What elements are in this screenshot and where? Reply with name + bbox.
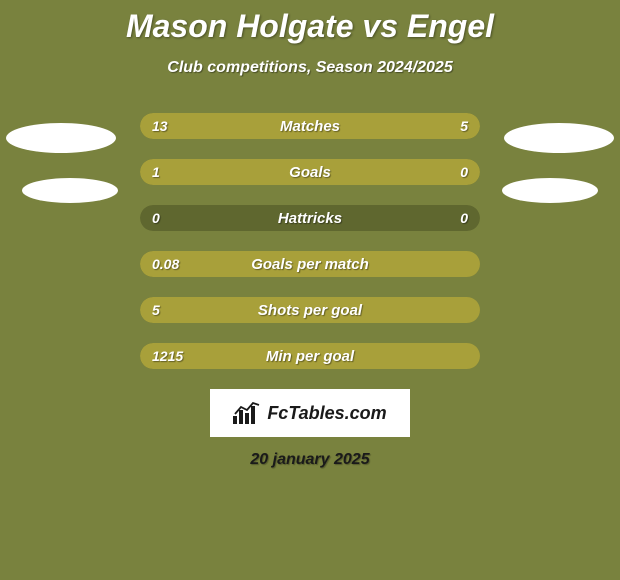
bar-right-fill (402, 159, 480, 185)
stat-value-right: 0 (460, 159, 468, 185)
logo-text: FcTables.com (267, 403, 386, 424)
stat-row: 1215Min per goal (140, 343, 480, 369)
vs-text: vs (354, 8, 407, 44)
stat-value-left: 13 (152, 113, 168, 139)
site-logo[interactable]: FcTables.com (210, 389, 410, 437)
stats-list: 135Matches10Goals00Hattricks0.08Goals pe… (0, 113, 620, 369)
stat-bar: 0.08Goals per match (140, 251, 480, 277)
stat-value-right: 0 (460, 205, 468, 231)
snapshot-date: 20 january 2025 (0, 451, 620, 469)
subtitle: Club competitions, Season 2024/2025 (0, 59, 620, 77)
bars-icon (233, 402, 261, 424)
stat-row: 0.08Goals per match (140, 251, 480, 277)
bar-left-fill (140, 343, 480, 369)
page-title: Mason Holgate vs Engel (0, 0, 620, 45)
player-1-name: Mason Holgate (126, 8, 354, 44)
bar-left-fill (140, 113, 368, 139)
player-2-name: Engel (407, 8, 494, 44)
stat-value-left: 0 (152, 205, 160, 231)
bar-left-fill (140, 297, 480, 323)
stat-bar: 10Goals (140, 159, 480, 185)
stat-row: 5Shots per goal (140, 297, 480, 323)
comparison-card: Mason Holgate vs Engel Club competitions… (0, 0, 620, 580)
stat-value-left: 5 (152, 297, 160, 323)
stat-row: 10Goals (140, 159, 480, 185)
stat-value-right: 5 (460, 113, 468, 139)
stat-bar: 1215Min per goal (140, 343, 480, 369)
stat-value-left: 0.08 (152, 251, 179, 277)
stat-row: 00Hattricks (140, 205, 480, 231)
bar-background (140, 205, 480, 231)
stat-bar: 5Shots per goal (140, 297, 480, 323)
bar-left-fill (140, 159, 402, 185)
stat-value-left: 1215 (152, 343, 183, 369)
stat-row: 135Matches (140, 113, 480, 139)
stat-bar: 135Matches (140, 113, 480, 139)
stat-value-left: 1 (152, 159, 160, 185)
stat-bar: 00Hattricks (140, 205, 480, 231)
bar-left-fill (140, 251, 480, 277)
